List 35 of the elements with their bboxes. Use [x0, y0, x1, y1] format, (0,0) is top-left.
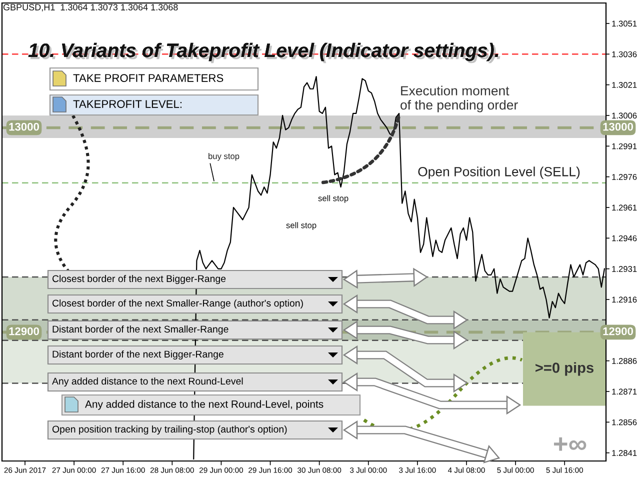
annotation: 12900 — [603, 327, 633, 336]
annotation: 13000 — [603, 122, 633, 131]
y-tick-label: 1.2871 — [612, 388, 637, 395]
annotation: Open position tracking by trailing-stop (author's option) — [52, 425, 287, 435]
y-tick-label: 1.2961 — [612, 204, 637, 211]
y-tick-label: 1.2916 — [612, 296, 637, 303]
annotation: GBPUSD,H1 1.3064 1.3073 1.3064 1.3068 — [3, 4, 178, 12]
annotation: sell stop — [286, 222, 316, 230]
y-tick-label: 1.3021 — [612, 82, 637, 88]
annotation: 13000 — [9, 122, 39, 131]
annotation: sell stop — [318, 195, 348, 203]
y-tick-label: 1.2946 — [612, 235, 637, 242]
annotation: Closest border of the next Bigger-Range — [52, 274, 226, 284]
band-label: >=0 pips — [536, 362, 594, 376]
annotation: TAKE PROFIT PARAMETERS — [73, 74, 224, 82]
annotation: buy stop — [208, 153, 240, 161]
y-tick-label: 1.2976 — [612, 174, 637, 180]
y-tick-label: 1.3006 — [612, 112, 637, 119]
annotation: Distant border of the next Smaller-Range — [52, 325, 228, 335]
annotation: Closest border of the next Smaller-Range (author's option) — [52, 299, 303, 309]
y-tick-label: 1.2841 — [612, 450, 637, 456]
annotation: Any added distance to the next Round-Level — [52, 377, 243, 387]
y-tick-label: 1.2856 — [612, 419, 637, 426]
annotation: Open Position Level (SELL) — [418, 166, 580, 179]
annotation: TAKEPROFIT LEVEL: — [73, 100, 182, 108]
annotation: 12900 — [9, 327, 39, 336]
annotation: +∞ — [554, 437, 586, 451]
y-tick-label: 1.2931 — [612, 266, 637, 272]
y-tick-label: 1.3051 — [612, 20, 637, 27]
y-tick-label: 1.2886 — [612, 358, 637, 364]
y-tick-label: 1.3036 — [612, 51, 637, 58]
annotation: Distant border of the next Bigger-Range — [52, 350, 224, 360]
annotation: Execution moment of the pending order — [400, 86, 518, 112]
annotation: Any added distance to the next Round-Level, points — [85, 400, 324, 410]
y-tick-label: 1.2991 — [612, 143, 637, 150]
